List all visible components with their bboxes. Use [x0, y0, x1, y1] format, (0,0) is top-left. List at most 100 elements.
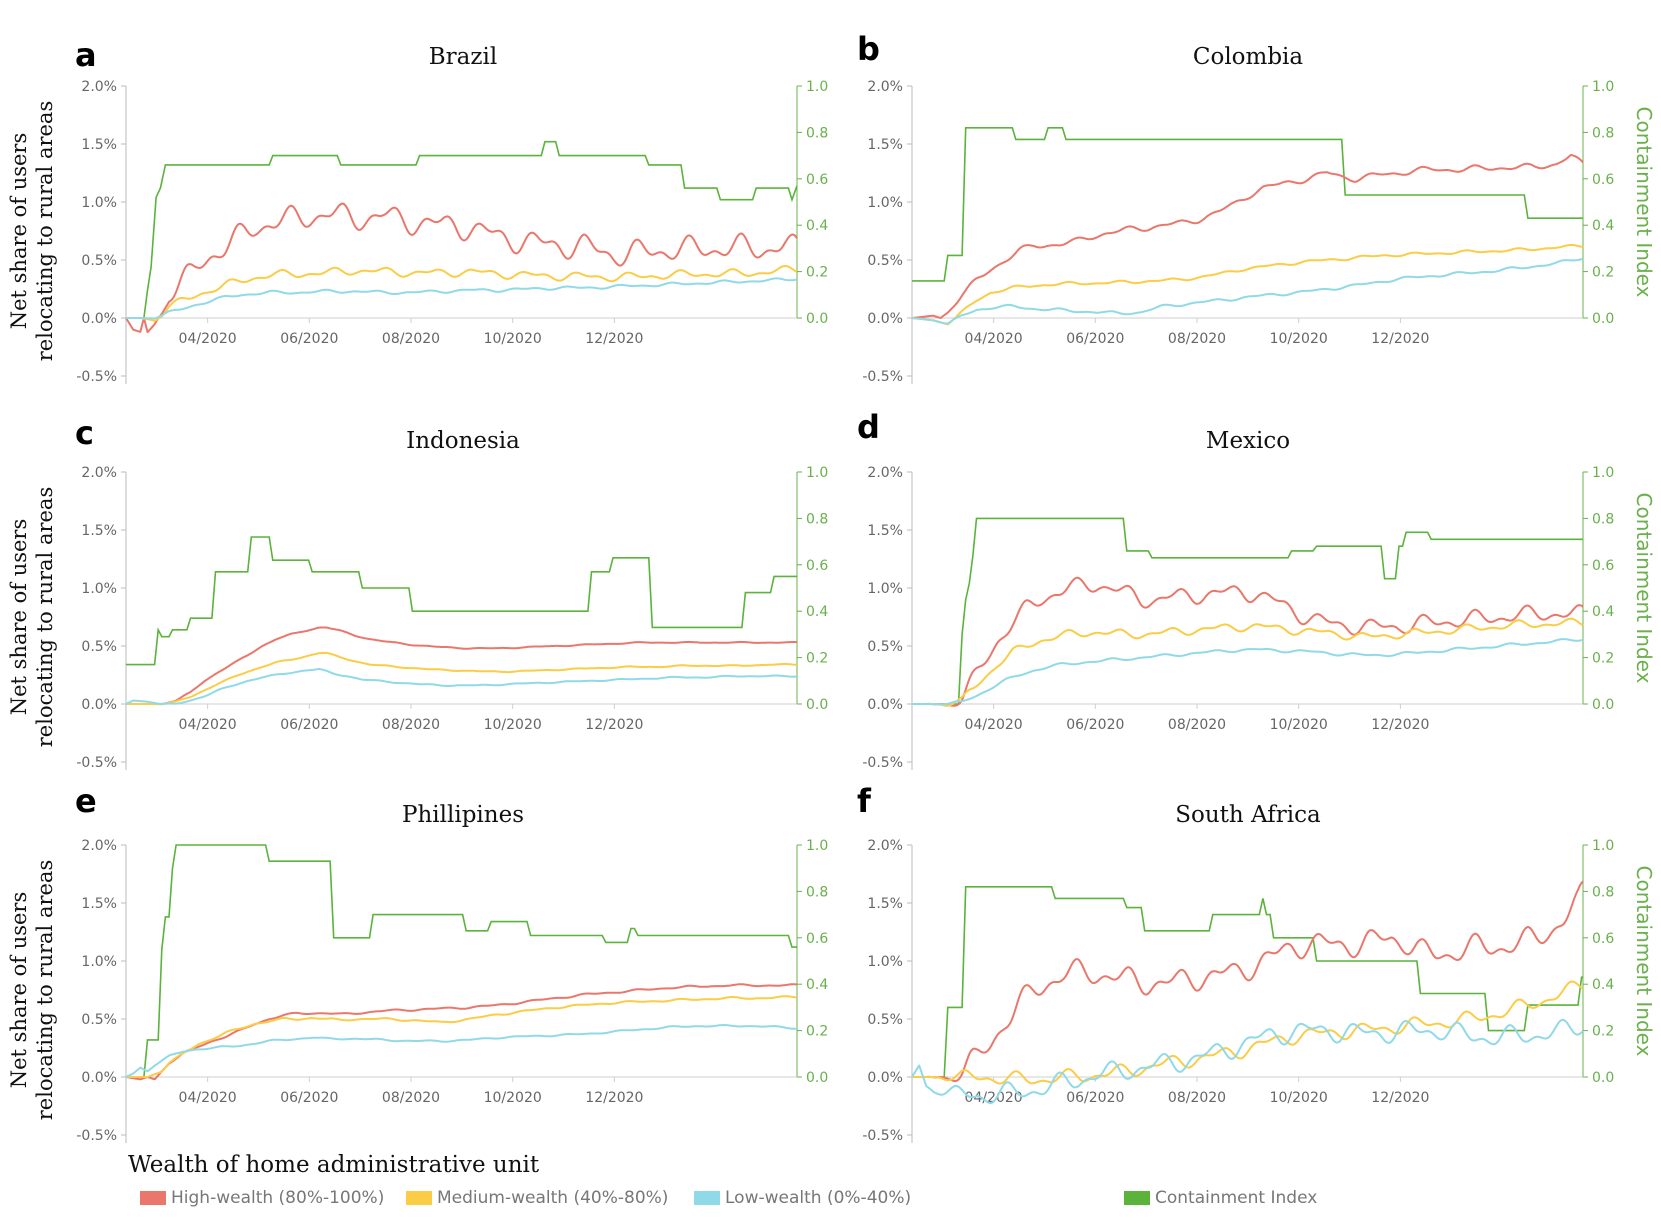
- y-tick-label: 2.0%: [81, 79, 117, 95]
- legend-label-low-wealth: Low-wealth (0%-40%): [725, 1188, 912, 1208]
- series-line-low: [125, 667, 798, 705]
- y-tick-label: 1.0%: [81, 581, 117, 597]
- series-line-low: [911, 1018, 1584, 1104]
- y2-tick-label: 0.0: [806, 311, 828, 327]
- y2-tick-label: 1.0: [806, 465, 828, 481]
- series-line-high: [912, 576, 1584, 707]
- y-axis-label: Net share of users: [7, 133, 31, 330]
- y-tick-label: 0.0%: [867, 1070, 903, 1086]
- x-tick-label: 04/2020: [965, 717, 1023, 733]
- series-line-low: [125, 1024, 797, 1078]
- y-tick-label: 0.5%: [81, 253, 117, 269]
- y-tick-label: 0.5%: [867, 639, 903, 655]
- y2-tick-label: 0.0: [806, 1070, 828, 1086]
- y-tick-label: 0.0%: [81, 697, 117, 713]
- legend-item-medium-wealth: Medium-wealth (40%-80%): [406, 1188, 668, 1208]
- series-line-medium: [126, 265, 798, 322]
- containment-index-line: [912, 127, 1583, 282]
- series-line-medium: [126, 651, 798, 706]
- panel-title: South Africa: [1175, 802, 1321, 828]
- panel-letter: b: [857, 30, 880, 68]
- y-tick-label: 2.0%: [867, 838, 903, 854]
- legend-swatch-low-wealth: [694, 1191, 720, 1205]
- series-line-low: [126, 277, 798, 320]
- x-tick-label: 12/2020: [585, 331, 643, 347]
- y2-tick-label: 0.6: [1592, 931, 1614, 947]
- x-tick-label: 04/2020: [179, 717, 237, 733]
- containment-index-line: [912, 885, 1583, 1078]
- x-tick-label: 10/2020: [484, 331, 542, 347]
- panel-c: c Indonesia 2.0% 1.5% 1.0% 0.5% 0.0% -0.5% 1.0 0.…: [7, 414, 828, 771]
- x-tick-label: 10/2020: [1270, 331, 1328, 347]
- y2-tick-label: 0.4: [1592, 977, 1614, 993]
- panel-d: d Mexico 2.0% 1.5% 1.0% 0.5% 0.0% -0.5% 1.0 0.8 0.…: [857, 408, 1656, 771]
- legend-label-containment-index: Containment Index: [1155, 1188, 1318, 1208]
- y-tick-label: 0.0%: [867, 697, 903, 713]
- y-tick-label: 1.5%: [81, 137, 117, 153]
- x-tick-label: 04/2020: [179, 331, 237, 347]
- containment-index-line: [126, 536, 797, 666]
- legend-swatch-high-wealth: [140, 1191, 166, 1205]
- x-tick-label: 10/2020: [1270, 717, 1328, 733]
- y-tick-label: 2.0%: [81, 838, 117, 854]
- x-tick-label: 08/2020: [1168, 331, 1226, 347]
- series-line-low: [911, 257, 1584, 325]
- x-tick-label: 06/2020: [1066, 1090, 1124, 1106]
- y2-tick-label: 0.6: [806, 931, 828, 947]
- x-tick-label: 10/2020: [484, 1090, 542, 1106]
- panel-letter: f: [857, 782, 872, 820]
- panel-letter: c: [75, 414, 94, 452]
- y2-tick-label: 0.4: [806, 977, 828, 993]
- y2-tick-label: 0.8: [806, 884, 828, 900]
- y-tick-label: 0.0%: [81, 1070, 117, 1086]
- y2-tick-label: 0.0: [1592, 1070, 1614, 1086]
- y-tick-label: 1.5%: [81, 896, 117, 912]
- legend-swatch-medium-wealth: [406, 1191, 432, 1205]
- y2-tick-label: 0.2: [1592, 1024, 1614, 1040]
- y2-tick-label: 0.8: [806, 511, 828, 527]
- y-tick-label: 1.5%: [867, 896, 903, 912]
- legend-item-high-wealth: High-wealth (80%-100%): [140, 1188, 384, 1208]
- y-tick-label: -0.5%: [76, 369, 117, 385]
- y-tick-label: 1.0%: [81, 954, 117, 970]
- panel-f: f South Africa 2.0% 1.5% 1.0% 0.5% 0.0% -0.5% 1.…: [857, 782, 1656, 1144]
- series-line-high: [126, 626, 798, 706]
- y2-tick-label: 0.4: [1592, 218, 1614, 234]
- y-tick-label: 1.5%: [867, 137, 903, 153]
- y-tick-label: -0.5%: [76, 1128, 117, 1144]
- y-axis-label: Net share of users: [7, 519, 31, 716]
- y-tick-label: -0.5%: [76, 755, 117, 771]
- x-tick-label: 08/2020: [1168, 717, 1226, 733]
- panel-letter: e: [75, 782, 97, 820]
- y2-tick-label: 1.0: [1592, 79, 1614, 95]
- x-tick-label: 12/2020: [1371, 331, 1429, 347]
- y2-tick-label: 0.6: [806, 172, 828, 188]
- panel-b: b Colombia 2.0% 1.5% 1.0% 0.5% 0.0% -0.5% 1.0 0.8…: [857, 30, 1656, 385]
- panel-title: Brazil: [429, 44, 497, 70]
- legend-swatch-containment-index: [1124, 1191, 1150, 1205]
- y-tick-label: 1.0%: [867, 954, 903, 970]
- panel-title: Indonesia: [406, 428, 520, 454]
- y2-tick-label: 0.8: [1592, 511, 1614, 527]
- legend-item-containment-index: Containment Index: [1124, 1188, 1317, 1208]
- series-line-high: [911, 153, 1584, 319]
- y-tick-label: 1.0%: [81, 195, 117, 211]
- y2-tick-label: 0.0: [806, 697, 828, 713]
- panel-letter: a: [75, 36, 97, 74]
- y-tick-label: 0.5%: [867, 253, 903, 269]
- series-line-medium: [911, 243, 1584, 326]
- x-tick-label: 06/2020: [280, 1090, 338, 1106]
- x-tick-label: 12/2020: [1371, 717, 1429, 733]
- y2-tick-label: 0.0: [1592, 311, 1614, 327]
- x-tick-label: 08/2020: [382, 717, 440, 733]
- y2-tick-label: 0.0: [1592, 697, 1614, 713]
- x-tick-label: 10/2020: [1270, 1090, 1328, 1106]
- x-tick-label: 06/2020: [1066, 331, 1124, 347]
- panel-e: e Phillipines 2.0% 1.5% 1.0% 0.5% 0.0% -0.5% 1.0…: [7, 782, 828, 1144]
- x-tick-label: 08/2020: [382, 1090, 440, 1106]
- y2-tick-label: 0.2: [806, 265, 828, 281]
- y2-axis-label: Containment Index: [1632, 866, 1656, 1057]
- series-line-medium: [912, 617, 1584, 707]
- x-tick-label: 06/2020: [1066, 717, 1124, 733]
